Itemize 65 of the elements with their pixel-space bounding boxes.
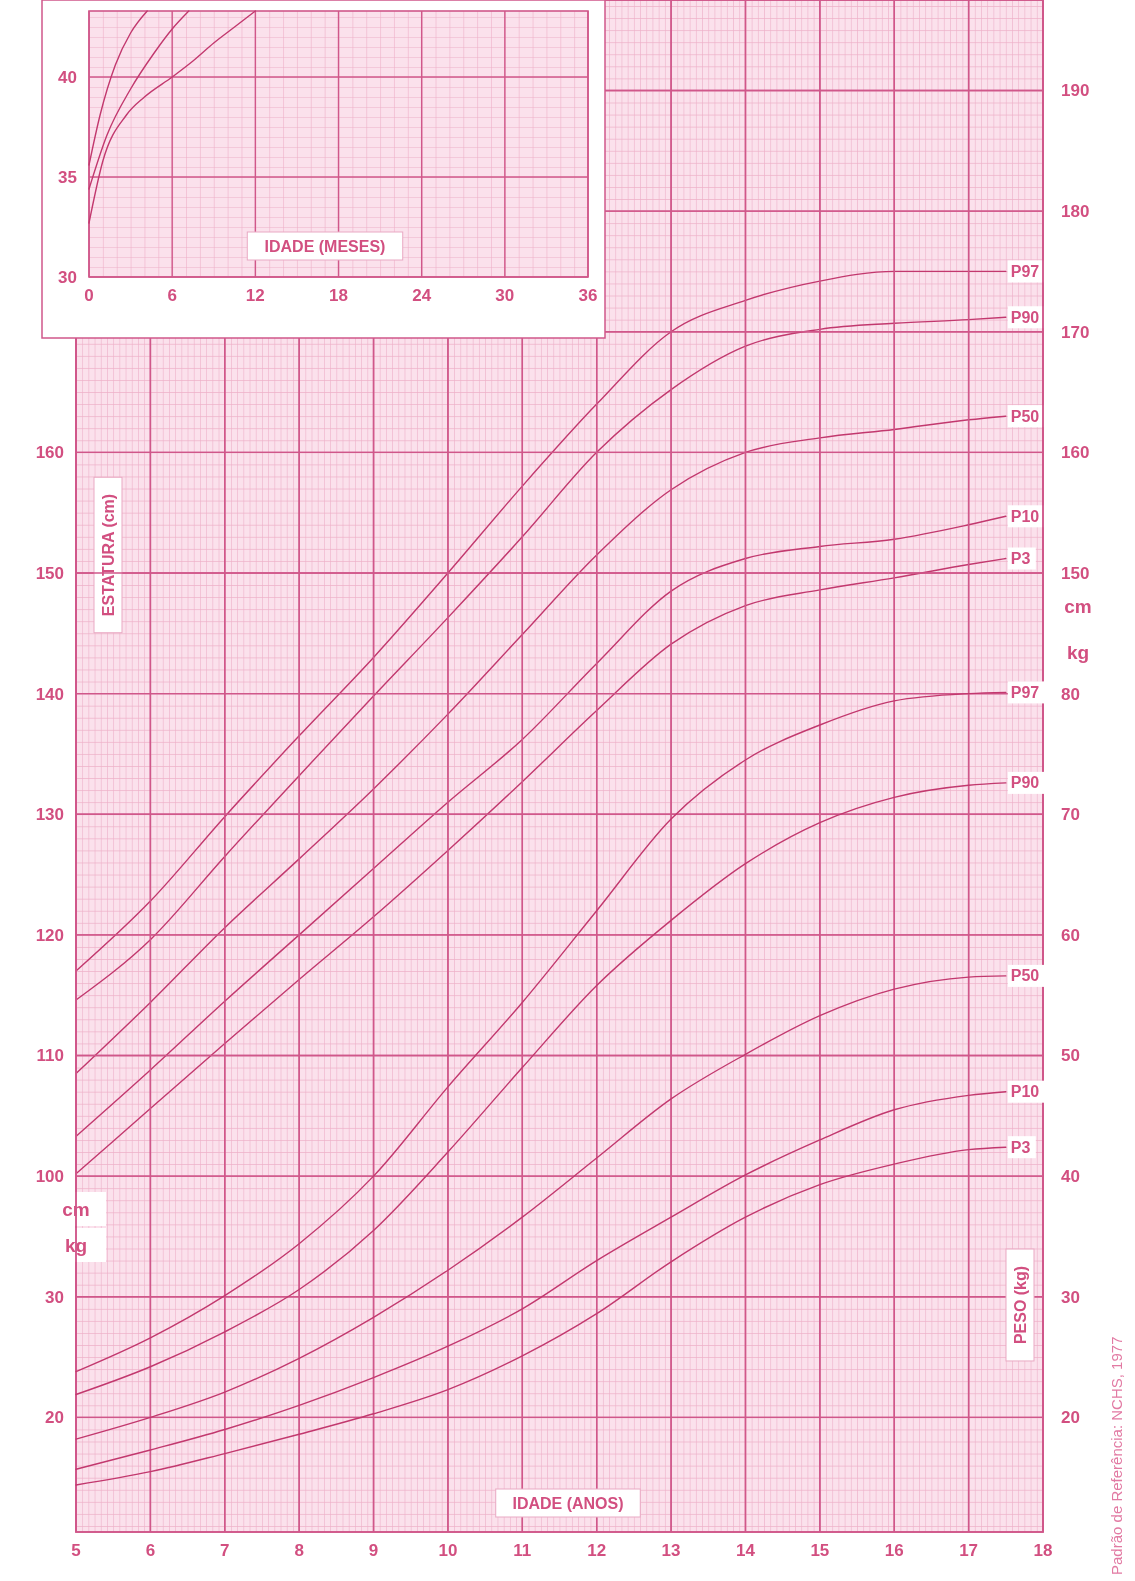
- y-tick-label: 30: [45, 1287, 64, 1307]
- x-tick-label: 9: [368, 1541, 379, 1560]
- x-tick-label: 5: [71, 1541, 81, 1560]
- x-tick-label: 12: [245, 286, 265, 305]
- y2-tick-label: 190: [1061, 81, 1090, 101]
- x-tick-label: 15: [810, 1541, 830, 1560]
- series-label: P10: [1010, 1083, 1040, 1101]
- series-label: P3: [1010, 1138, 1031, 1156]
- x-tick-label: 0: [84, 286, 94, 305]
- series-label: P50: [1010, 407, 1040, 425]
- y2-tick-label: 30: [1061, 1287, 1080, 1307]
- x-tick-label: 12: [587, 1541, 607, 1560]
- series-label: P10: [1010, 507, 1040, 525]
- y-tick-label: 130: [35, 805, 64, 825]
- line-series: [88, 10, 190, 190]
- y2-tick-label: 40: [1061, 1167, 1080, 1187]
- y2-tick-label: 150: [1061, 563, 1090, 583]
- y-tick-label: 20: [45, 1408, 64, 1428]
- x-tick-label: 24: [412, 286, 432, 305]
- text: cm: [1064, 595, 1092, 617]
- y-tick-label: 140: [35, 684, 64, 704]
- y-tick-label: 30: [58, 267, 77, 287]
- y2-tick-label: 60: [1061, 925, 1080, 945]
- y-tick-label: 40: [58, 67, 77, 87]
- series-label: P97: [1010, 263, 1040, 281]
- x-tick-label: 16: [884, 1541, 904, 1560]
- y2-tick-label: 80: [1061, 684, 1080, 704]
- x-tick-label: 11: [513, 1541, 532, 1560]
- x-axis-title: IDADE (ANOS): [512, 1494, 624, 1512]
- x-tick-label: 13: [661, 1541, 681, 1560]
- y2-tick-label: 70: [1061, 805, 1080, 825]
- text: Padrão de Referência: NCHS, 1977: [1108, 1336, 1125, 1575]
- line-series: [88, 10, 257, 224]
- x-tick-label: 18: [1033, 1541, 1053, 1560]
- y-tick-label: 150: [35, 563, 64, 583]
- y-tick-label: 100: [35, 1167, 64, 1187]
- y2-axis-title: PESO (kg): [1011, 1265, 1029, 1345]
- y2-tick-label: 170: [1061, 322, 1090, 342]
- x-tick-label: 17: [959, 1541, 979, 1560]
- x-tick-label: 7: [220, 1541, 230, 1560]
- series-label: P97: [1010, 684, 1040, 702]
- y-tick-label: 120: [35, 925, 64, 945]
- x-tick-label: 10: [438, 1541, 458, 1560]
- x-tick-label: 6: [167, 286, 177, 305]
- y-tick-label: 110: [36, 1046, 64, 1066]
- x-tick-label: 14: [736, 1541, 756, 1560]
- y-tick-label: 160: [35, 443, 64, 463]
- y-tick-label: 35: [58, 167, 77, 187]
- series-label: P90: [1010, 774, 1040, 792]
- x-tick-label: 18: [329, 286, 348, 305]
- y2-tick-label: 160: [1061, 443, 1090, 463]
- series-label: P90: [1010, 308, 1040, 326]
- x-tick-label: 36: [578, 286, 598, 305]
- y2-tick-label: 180: [1061, 202, 1090, 222]
- x-axis-title: IDADE (MESES): [264, 237, 386, 255]
- y2-tick-label: 50: [1061, 1046, 1080, 1066]
- series-label: P3: [1010, 550, 1031, 568]
- x-tick-label: 8: [294, 1541, 304, 1560]
- x-tick-label: 30: [495, 286, 515, 305]
- line-series: [88, 10, 148, 166]
- text: kg: [1066, 641, 1090, 663]
- series-label: P50: [1010, 967, 1040, 985]
- x-tick-label: 6: [145, 1541, 156, 1560]
- y2-tick-label: 20: [1061, 1408, 1080, 1428]
- y-axis-title: ESTATURA (cm): [99, 493, 117, 617]
